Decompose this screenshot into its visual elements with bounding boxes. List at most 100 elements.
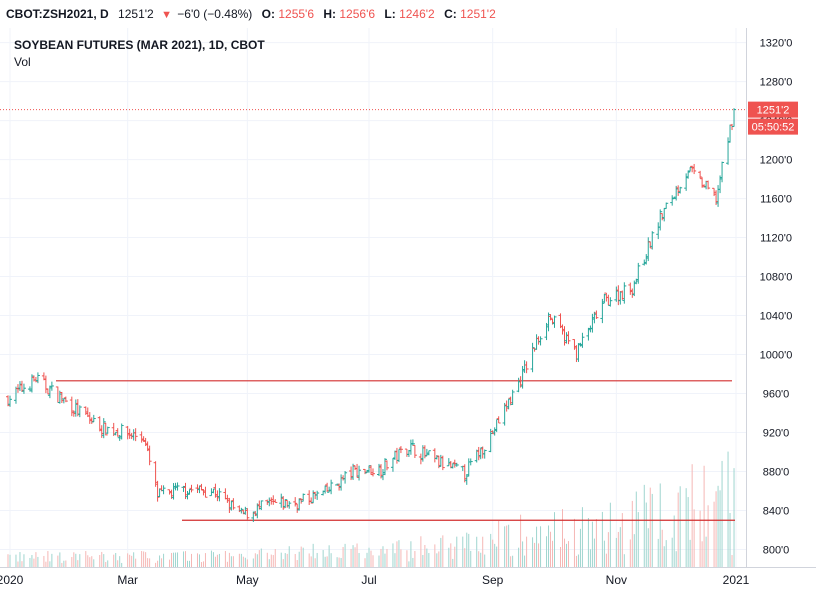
ohlc-bar — [602, 293, 607, 303]
ohlc-bar — [355, 463, 360, 478]
ohlc-bar — [327, 486, 332, 493]
ohlc-bar — [662, 207, 667, 222]
countdown-bg — [748, 118, 798, 135]
ohlc-bar — [217, 488, 222, 502]
ohlc-bar — [608, 297, 613, 307]
ohlc-bar — [21, 383, 26, 394]
high-value: 1256'6 — [339, 7, 376, 21]
ohlc-bar — [69, 396, 74, 417]
ohlc-bar — [478, 447, 483, 460]
ohlc-bar — [73, 399, 78, 417]
ohlc-bar — [295, 503, 300, 513]
down-arrow-icon: ▼ — [161, 9, 172, 21]
ohlc-bar — [690, 165, 695, 173]
ohlc-bar — [167, 489, 172, 495]
ohlc-bar — [259, 500, 264, 511]
ohlc-bar — [544, 322, 549, 341]
ohlc-bar — [496, 416, 501, 424]
ohlc-bar — [538, 336, 543, 346]
ohlc-bar — [155, 480, 160, 502]
chart-area[interactable]: SOYBEAN FUTURES (MAR 2021), 1D, CBOT Vol… — [0, 28, 816, 595]
ohlc-bar — [462, 464, 467, 483]
ohlc-bar — [71, 410, 76, 417]
ohlc-bar — [536, 336, 541, 345]
ohlc-bar — [201, 489, 206, 496]
last-price: 1251'2 — [118, 7, 154, 21]
ohlc-bar — [566, 331, 571, 345]
ohlc-bar — [426, 450, 431, 456]
ohlc-bar — [480, 446, 485, 459]
ohlc-bar — [13, 386, 18, 404]
y-tick-label: 1200'0 — [760, 155, 793, 167]
ohlc-bar — [464, 474, 469, 485]
ohlc-bar — [616, 285, 621, 306]
ohlc-bar — [131, 429, 136, 441]
ohlc-bar — [213, 483, 218, 498]
y-tick-label: 1280'0 — [760, 77, 793, 89]
ohlc-bar — [618, 291, 623, 305]
ohlc-bar — [660, 213, 665, 221]
ohlc-bar — [323, 485, 328, 494]
ohlc-bar — [157, 488, 162, 498]
low-label: L: — [384, 7, 396, 21]
ohlc-bar — [175, 482, 180, 491]
ohlc-bar — [620, 290, 625, 300]
ohlc-bar — [590, 313, 595, 333]
ohlc-bar — [492, 427, 497, 436]
ohlc-bar — [369, 465, 374, 476]
ohlc-bar — [468, 458, 473, 466]
ohlc-bar — [199, 483, 204, 491]
y-tick-label: 800'0 — [763, 544, 790, 556]
ohlc-bar — [7, 395, 12, 407]
ohlc-bar — [189, 484, 194, 493]
ohlc-bar — [181, 485, 186, 492]
ohlc-bar — [730, 123, 735, 131]
ohlc-bar — [482, 449, 487, 459]
ohlc-bar — [712, 187, 717, 197]
ohlc-bar — [440, 455, 445, 471]
ohlc-bar — [17, 381, 22, 391]
ohlc-bar — [87, 412, 92, 424]
ohlc-bar — [670, 195, 675, 206]
ohlc-bar — [119, 423, 124, 440]
ohlc-bar — [594, 310, 599, 319]
ohlc-bar — [552, 315, 557, 328]
close-label: C: — [444, 7, 457, 21]
ohlc-bar — [245, 508, 250, 520]
ohlc-bar — [99, 425, 104, 438]
ohlc-bar — [171, 483, 176, 500]
ohlc-bar — [502, 402, 507, 426]
ohlc-bar — [646, 237, 651, 262]
ohlc-bar — [315, 490, 320, 500]
ohlc-bar — [357, 465, 362, 481]
ohlc-bar — [195, 484, 200, 494]
ohlc-bar — [410, 439, 415, 446]
y-tick-label: 960'0 — [763, 389, 790, 401]
ohlc-bar — [562, 326, 567, 346]
ohlc-bar — [33, 376, 38, 383]
ohlc-bar — [530, 342, 535, 373]
close-value: 1251'2 — [460, 7, 496, 21]
ohlc-bar — [438, 454, 443, 467]
ohlc-bar — [133, 428, 138, 442]
price-tag-bg — [748, 101, 798, 118]
low-value: 1246'2 — [399, 7, 435, 21]
ohlc-bar — [676, 185, 681, 196]
ohlc-bar — [225, 494, 230, 503]
ohlc-bar — [580, 332, 585, 348]
ohlc-bar — [301, 493, 306, 502]
ohlc-bar — [398, 446, 403, 454]
ohlc-bar — [35, 372, 40, 384]
price-tag-label: 1251'2 — [757, 105, 790, 117]
ohlc-bar — [412, 444, 417, 459]
ohlc-bar — [688, 166, 693, 172]
x-tick-label: Nov — [606, 573, 627, 587]
ohlc-bar — [658, 209, 663, 231]
ohlc-bar — [408, 439, 413, 455]
ohlc-bar — [510, 389, 515, 405]
ohlc-bar — [19, 380, 24, 392]
ohlc-bar — [47, 385, 52, 399]
ohlc-bar — [105, 426, 110, 434]
ohlc-bar — [43, 375, 48, 394]
price-chart[interactable]: 1320'01280'01240'01200'01160'01120'01080… — [0, 28, 816, 595]
